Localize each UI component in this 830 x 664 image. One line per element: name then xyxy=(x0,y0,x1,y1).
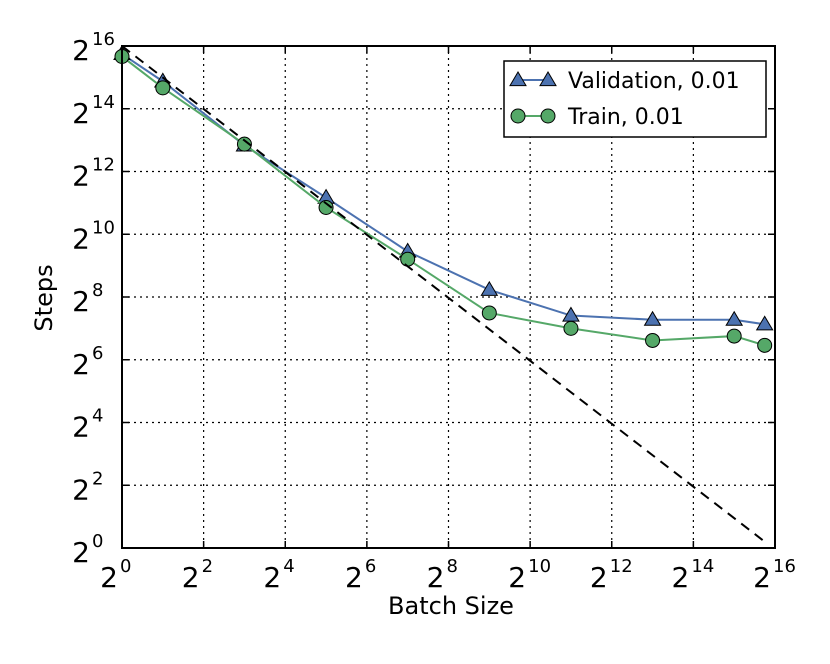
x-tick-label-exponent: 10 xyxy=(528,556,551,577)
legend-marker xyxy=(510,108,526,124)
data-point-train-0-01 xyxy=(318,199,334,215)
y-tick-label-exponent: 8 xyxy=(92,280,103,301)
data-point-train-0-01 xyxy=(236,136,252,152)
y-tick-label-exponent: 14 xyxy=(92,92,115,113)
x-tick-label-exponent: 0 xyxy=(120,556,131,577)
data-point-train-0-01 xyxy=(757,337,773,353)
x-tick-label-base: 2 xyxy=(263,561,281,594)
series-line-train-0-01 xyxy=(121,55,765,347)
y-axis-label: Steps xyxy=(30,264,58,331)
y-tick-label-base: 2 xyxy=(72,97,90,130)
y-tick-label-exponent: 4 xyxy=(92,406,103,427)
y-tick-label: 2 16 xyxy=(72,29,115,67)
x-tick-label-exponent: 16 xyxy=(773,556,796,577)
series-train-0-01 xyxy=(114,48,773,353)
x-tick-label-base: 2 xyxy=(590,561,608,594)
legend-marker xyxy=(540,108,556,124)
data-point-train-0-01 xyxy=(400,251,416,267)
y-tick-label-base: 2 xyxy=(72,411,90,444)
series-line-validation-0-01 xyxy=(121,53,765,326)
x-tick-label-exponent: 6 xyxy=(365,556,376,577)
x-tick-label-base: 2 xyxy=(182,561,200,594)
data-point-train-0-01 xyxy=(481,305,497,321)
data-point-validation-0-01 xyxy=(480,280,499,296)
data-point-train-0-01 xyxy=(645,332,661,348)
x-tick-label-base: 2 xyxy=(427,561,445,594)
x-axis-ticks: 2 0 2 2 2 4 2 6 2 8 2 10 2 12 2 14 2 16 xyxy=(100,46,796,594)
x-tick-label-exponent: 2 xyxy=(202,556,213,577)
y-tick-label-base: 2 xyxy=(72,285,90,318)
x-axis-label: Batch Size xyxy=(388,592,514,620)
y-tick-label-base: 2 xyxy=(72,160,90,193)
y-tick-label-exponent: 16 xyxy=(92,29,115,50)
x-tick-label-base: 2 xyxy=(672,561,690,594)
data-point-train-0-01 xyxy=(563,320,579,336)
x-tick-label-base: 2 xyxy=(100,561,118,594)
x-tick-label-exponent: 8 xyxy=(447,556,458,577)
y-axis-ticks: 2 02 22 42 62 82 102 122 142 16 xyxy=(72,29,775,569)
y-tick-label-exponent: 0 xyxy=(92,531,103,552)
y-tick-label-exponent: 6 xyxy=(92,343,103,364)
data-point-validation-0-01 xyxy=(725,310,744,326)
x-tick-label-exponent: 4 xyxy=(283,556,294,577)
x-tick-label-base: 2 xyxy=(345,561,363,594)
x-tick-label: 2 16 xyxy=(753,556,796,594)
legend-entry: Validation, 0.01 xyxy=(509,69,740,94)
data-point-validation-0-01 xyxy=(755,315,774,331)
y-tick-label-base: 2 xyxy=(72,536,90,569)
y-tick-label: 2 14 xyxy=(72,92,115,130)
data-point-train-0-01 xyxy=(155,80,171,96)
legend-entry: Train, 0.01 xyxy=(510,105,684,130)
x-tick-label: 2 10 xyxy=(508,556,551,594)
x-tick-label-base: 2 xyxy=(508,561,526,594)
x-tick-label: 2 12 xyxy=(590,556,633,594)
y-tick-label: 2 12 xyxy=(72,155,115,193)
y-tick-label-base: 2 xyxy=(72,348,90,381)
y-tick-label-base: 2 xyxy=(72,473,90,506)
y-tick-label-exponent: 12 xyxy=(92,155,115,176)
y-tick-label-exponent: 10 xyxy=(92,217,115,238)
data-point-validation-0-01 xyxy=(643,310,662,326)
legend: Validation, 0.01 Train, 0.01 xyxy=(503,60,767,138)
y-tick-label-base: 2 xyxy=(72,34,90,67)
x-tick-label: 2 14 xyxy=(672,556,715,594)
y-tick-label-base: 2 xyxy=(72,222,90,255)
x-tick-label-exponent: 14 xyxy=(691,556,714,577)
y-tick-label: 2 10 xyxy=(72,217,115,255)
legend-marker xyxy=(539,71,557,87)
legend-marker xyxy=(509,71,527,87)
series-layer xyxy=(113,44,774,543)
y-tick-label-exponent: 2 xyxy=(92,468,103,489)
x-tick-label-exponent: 12 xyxy=(610,556,633,577)
x-tick-label-base: 2 xyxy=(753,561,771,594)
legend-label: Train, 0.01 xyxy=(567,105,684,130)
data-point-train-0-01 xyxy=(726,328,742,344)
legend-label: Validation, 0.01 xyxy=(568,69,740,94)
